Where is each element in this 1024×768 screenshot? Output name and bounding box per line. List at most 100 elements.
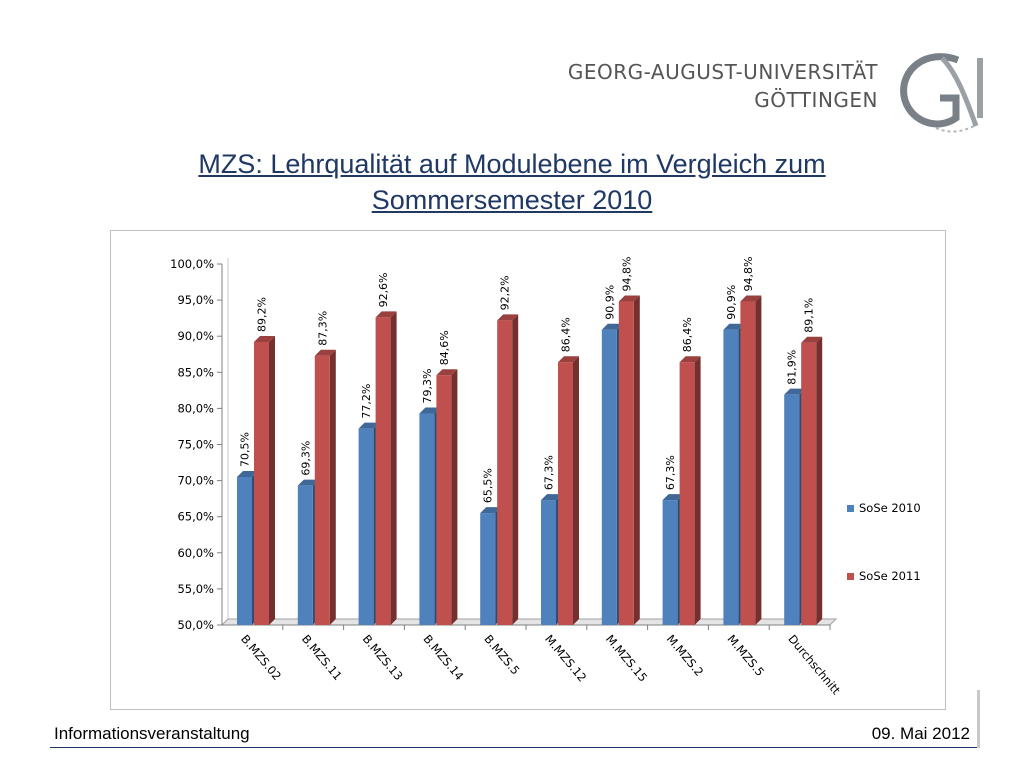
bar-top — [618, 295, 640, 302]
bar — [558, 362, 573, 625]
bar — [237, 476, 252, 625]
data-label: 77,2% — [360, 384, 373, 419]
footer-date: 09. Mai 2012 — [871, 724, 970, 743]
bar-top — [784, 388, 806, 395]
legend-swatch — [847, 573, 854, 580]
y-tick-label: 60,0% — [177, 546, 214, 560]
data-label: 87,3% — [316, 311, 329, 346]
data-label: 81,9% — [786, 350, 799, 385]
y-tick-label: 55,0% — [177, 582, 214, 596]
data-label: 90,9% — [725, 285, 738, 320]
data-label: 65,5% — [482, 468, 495, 503]
bar-top — [254, 335, 275, 342]
data-label: 79,3% — [421, 369, 434, 404]
bar-top — [419, 407, 441, 414]
bar — [601, 329, 617, 625]
bar-side — [390, 311, 397, 625]
bar — [480, 513, 496, 625]
data-label: 67,3% — [543, 455, 556, 490]
legend-entry: SoSe 2010 — [859, 501, 921, 515]
bar-top — [436, 369, 458, 376]
x-tick-label: B.MZS.5 — [481, 632, 522, 677]
bar-side — [329, 349, 336, 625]
bar-top — [237, 470, 258, 477]
y-tick-label: 95,0% — [177, 293, 214, 307]
bar-top — [801, 336, 823, 343]
footer-divider — [50, 747, 978, 748]
bar — [314, 355, 330, 625]
x-tick-label: M.MZS.2 — [664, 632, 707, 679]
bar-side — [269, 335, 275, 625]
x-tick-label: Durchschnitt — [785, 632, 843, 698]
bar-top — [662, 494, 684, 501]
bar — [297, 485, 313, 625]
data-label: 92,6% — [377, 272, 390, 307]
bar — [254, 341, 269, 625]
page-edge-decoration — [977, 690, 980, 748]
bar-top — [480, 507, 502, 514]
data-label: 67,3% — [664, 455, 677, 490]
bar-side — [755, 295, 762, 625]
data-label: 70,5% — [239, 432, 252, 467]
bar-top — [358, 422, 380, 429]
bar — [801, 342, 817, 625]
y-tick-label: 65,0% — [177, 510, 214, 524]
data-label: 94,8% — [742, 257, 755, 292]
bar-top — [740, 295, 762, 302]
legend-entry: SoSe 2011 — [859, 569, 921, 583]
bar — [497, 320, 513, 625]
data-label: 90,9% — [603, 285, 616, 320]
bar-top — [679, 356, 701, 363]
bar-side — [816, 336, 823, 625]
bar-top — [601, 323, 623, 330]
bar — [784, 394, 800, 625]
bar — [419, 413, 435, 625]
bar-top — [297, 479, 319, 486]
bar-top — [558, 356, 579, 363]
data-label: 86,4% — [560, 317, 573, 352]
bar-side — [451, 369, 458, 625]
bar — [618, 301, 634, 625]
bar — [358, 428, 374, 625]
bar-side — [633, 295, 640, 625]
x-tick-label: M.MZS.5 — [725, 632, 768, 679]
bar — [740, 301, 756, 625]
bar — [436, 375, 452, 625]
y-tick-label: 90,0% — [177, 329, 214, 343]
slide-title-line2: Sommersemester 2010 — [371, 185, 653, 215]
chart-frame — [110, 230, 946, 710]
y-tick-label: 50,0% — [177, 618, 214, 632]
bar-chart: 50,0% 55,0% 60,0% 65,0% 70,0% 75,0% 80,0% 85,0%… — [170, 257, 921, 698]
data-label: 94,8% — [620, 257, 633, 292]
y-tick-label: 75,0% — [177, 438, 214, 452]
bar — [723, 329, 739, 625]
x-tick-label: B.MZS.11 — [299, 632, 345, 683]
university-name: GEORG-AUGUST-UNIVERSITÄT GÖTTINGEN — [568, 58, 878, 114]
bar-top — [314, 349, 336, 356]
y-tick-label: 100,0% — [170, 257, 214, 271]
bar-side — [694, 356, 701, 625]
x-tick-label: B.MZS.13 — [360, 632, 406, 683]
data-label: 69,3% — [299, 441, 312, 476]
data-label: 89,2% — [256, 297, 269, 332]
bar — [541, 500, 556, 625]
x-tick-label: B.MZS.02 — [238, 632, 284, 683]
bar-top — [723, 323, 745, 330]
university-name-line2: GÖTTINGEN — [754, 88, 878, 112]
data-label: 92,2% — [499, 275, 512, 310]
x-tick-label: M.MZS.12 — [542, 632, 589, 685]
footer-event: Informationsveranstaltung — [54, 724, 250, 743]
x-tick-label: M.MZS.15 — [603, 632, 650, 685]
data-label: 89,1% — [803, 298, 816, 333]
university-name-line1: GEORG-AUGUST-UNIVERSITÄT — [567, 60, 878, 84]
y-tick-label: 85,0% — [177, 365, 214, 379]
data-label: 86,4% — [681, 317, 694, 352]
bar — [375, 317, 391, 625]
y-tick-label: 80,0% — [177, 401, 214, 415]
bar-side — [512, 314, 519, 625]
y-tick-label: 70,0% — [177, 474, 214, 488]
goettingen-university-seal-icon — [900, 53, 983, 133]
bar-side — [573, 356, 579, 625]
slide-title-line1: MZS: Lehrqualität auf Modulebene im Verg… — [198, 149, 826, 179]
slide-title: MZS: Lehrqualität auf Modulebene im Verg… — [60, 146, 964, 218]
